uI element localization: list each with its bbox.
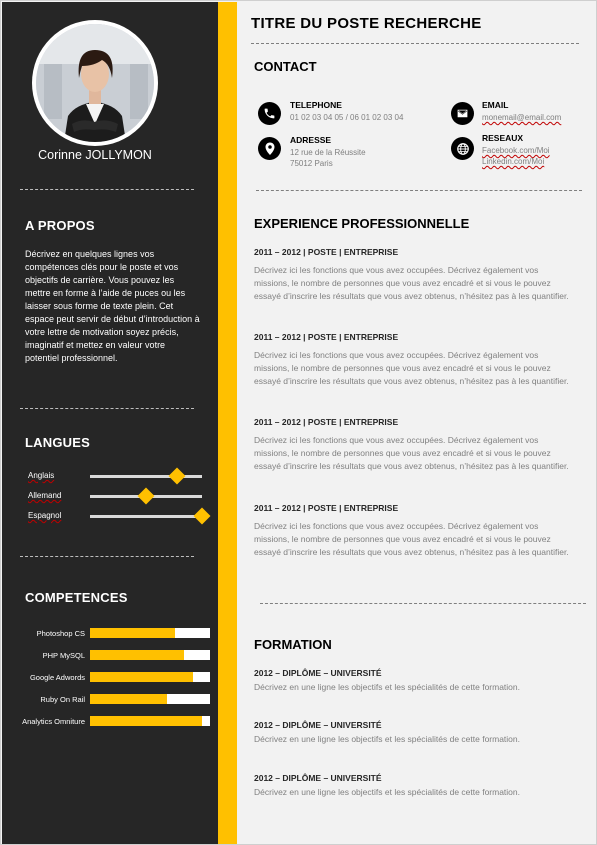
education-description: Décrivez en une ligne les objectifs et l… xyxy=(254,734,520,744)
education-title: 2012 – DIPLÔME – UNIVERSITÉ xyxy=(254,773,382,783)
skill-level-fill xyxy=(90,716,202,726)
email-label: EMAIL xyxy=(482,100,509,110)
skill-level-bar xyxy=(90,650,210,660)
person-portrait-icon xyxy=(36,24,154,142)
divider xyxy=(251,43,579,44)
language-level-track xyxy=(90,475,202,478)
address-label: ADRESSE xyxy=(290,135,332,145)
globe-icon xyxy=(451,137,474,160)
skill-level-bar xyxy=(90,672,210,682)
education-title: 2012 – DIPLÔME – UNIVERSITÉ xyxy=(254,668,382,678)
skill-label: PHP MySQL xyxy=(42,651,85,660)
phone-value: 01 02 03 04 05 / 06 01 02 03 04 xyxy=(290,113,404,122)
social-linkedin[interactable]: Linkedin.com/Moi xyxy=(482,157,545,166)
languages-heading: LANGUES xyxy=(25,435,90,450)
divider xyxy=(256,190,582,191)
skill-level-bar xyxy=(90,694,210,704)
language-label: Anglais xyxy=(28,471,55,480)
language-label: Allemand xyxy=(28,491,62,500)
experience-title: 2011 – 2012 | POSTE | ENTREPRISE xyxy=(254,332,399,342)
skill-level-bar xyxy=(90,628,210,638)
profile-photo xyxy=(32,20,158,146)
skill-level-fill xyxy=(90,672,194,682)
phone-label: TELEPHONE xyxy=(290,100,342,110)
language-level-marker xyxy=(168,467,186,485)
experience-title: 2011 – 2012 | POSTE | ENTREPRISE xyxy=(254,417,399,427)
skill-level-fill xyxy=(90,628,176,638)
experience-title: 2011 – 2012 | POSTE | ENTREPRISE xyxy=(254,503,399,513)
skill-label: Google Adwords xyxy=(29,673,85,682)
experience-description: Décrivez ici les fonctions que vous avez… xyxy=(254,265,569,301)
profile-name: Corinne JOLLYMON xyxy=(38,148,152,162)
divider xyxy=(20,408,194,409)
contact-heading: CONTACT xyxy=(254,59,317,74)
divider xyxy=(20,189,194,190)
education-description: Décrivez en une ligne les objectifs et l… xyxy=(254,787,520,797)
language-label: Espagnol xyxy=(28,511,62,520)
language-level-marker xyxy=(137,487,155,505)
skill-level-fill xyxy=(90,694,167,704)
job-title: TITRE DU POSTE RECHERCHE xyxy=(251,15,482,32)
email-value[interactable]: monemail@email.com xyxy=(482,113,562,122)
skill-label: Analytics Omniture xyxy=(22,717,85,726)
education-description: Décrivez en une ligne les objectifs et l… xyxy=(254,682,520,692)
about-heading: A PROPOS xyxy=(25,218,95,233)
skill-level-fill xyxy=(90,650,184,660)
experience-description: Décrivez ici les fonctions que vous avez… xyxy=(254,521,569,557)
language-level-track xyxy=(90,515,202,518)
experience-heading: EXPERIENCE PROFESSIONNELLE xyxy=(254,216,470,231)
phone-icon xyxy=(258,102,281,125)
skill-label: Ruby On Rail xyxy=(40,695,85,704)
divider xyxy=(20,556,194,557)
skills-heading: COMPETENCES xyxy=(25,590,128,605)
address-line1: 12 rue de la Réussite xyxy=(290,148,366,157)
skill-level-bar xyxy=(90,716,210,726)
divider xyxy=(260,603,586,604)
sidebar: Corinne JOLLYMON A PROPOS Décrivez en qu… xyxy=(2,2,218,844)
experience-title: 2011 – 2012 | POSTE | ENTREPRISE xyxy=(254,247,399,257)
location-pin-icon xyxy=(258,137,281,160)
education-heading: FORMATION xyxy=(254,637,332,652)
education-title: 2012 – DIPLÔME – UNIVERSITÉ xyxy=(254,720,382,730)
accent-bar xyxy=(218,2,237,844)
experience-description: Décrivez ici les fonctions que vous avez… xyxy=(254,435,569,471)
address-line2: 75012 Paris xyxy=(290,159,333,168)
email-icon xyxy=(451,102,474,125)
about-text: Décrivez en quelques lignes vos compéten… xyxy=(25,249,200,363)
skill-label: Photoshop CS xyxy=(36,629,85,638)
language-level-marker xyxy=(193,507,211,525)
social-label: RESEAUX xyxy=(482,133,524,143)
experience-description: Décrivez ici les fonctions que vous avez… xyxy=(254,350,569,386)
social-facebook[interactable]: Facebook.com/Moi xyxy=(482,146,550,155)
